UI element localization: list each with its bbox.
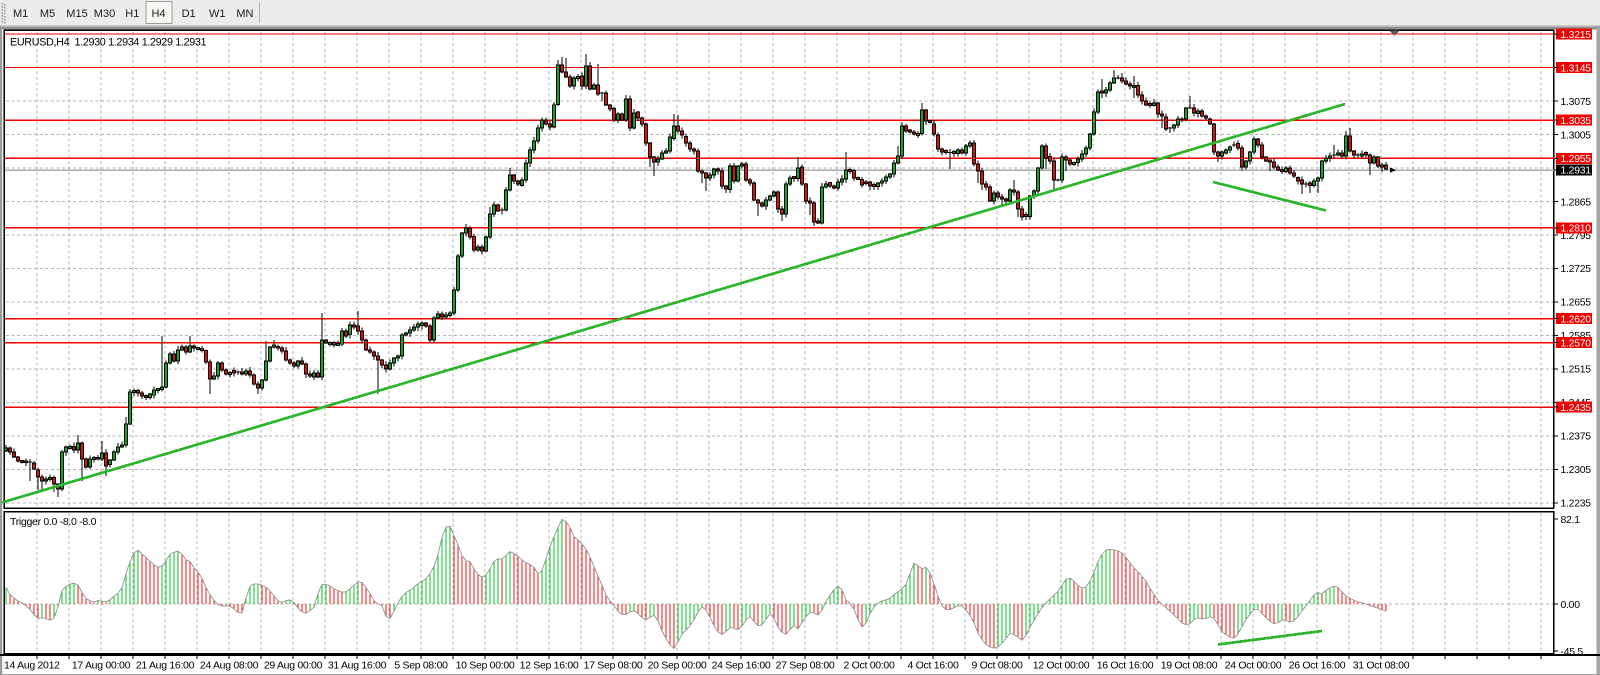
svg-text:9 Oct 08:00: 9 Oct 08:00 — [972, 660, 1023, 672]
svg-text:1.2235: 1.2235 — [1561, 499, 1592, 510]
svg-text:1.2795: 1.2795 — [1561, 231, 1592, 242]
svg-text:1.2865: 1.2865 — [1561, 197, 1592, 208]
svg-text:16 Oct 16:00: 16 Oct 16:00 — [1097, 660, 1154, 672]
svg-text:M30: M30 — [94, 8, 115, 20]
svg-text:1.3215: 1.3215 — [1561, 30, 1592, 41]
svg-text:24 Sep 16:00: 24 Sep 16:00 — [712, 660, 771, 672]
svg-text:17 Sep 08:00: 17 Sep 08:00 — [584, 660, 643, 672]
svg-text:19 Oct 08:00: 19 Oct 08:00 — [1161, 660, 1218, 672]
svg-text:14 Aug 2012: 14 Aug 2012 — [4, 660, 60, 672]
svg-text:W1: W1 — [209, 8, 226, 20]
svg-text:1.3075: 1.3075 — [1561, 97, 1592, 108]
svg-text:1.2620: 1.2620 — [1561, 315, 1592, 326]
svg-text:H4: H4 — [151, 8, 165, 20]
svg-text:2 Oct 00:00: 2 Oct 00:00 — [844, 660, 895, 672]
svg-text:1.2955: 1.2955 — [1561, 154, 1592, 165]
svg-text:1.2435: 1.2435 — [1561, 403, 1592, 414]
svg-text:0.00: 0.00 — [1561, 600, 1581, 611]
svg-text:29 Aug 00:00: 29 Aug 00:00 — [264, 660, 323, 672]
svg-text:Trigger 0.0 -8.0 -8.0: Trigger 0.0 -8.0 -8.0 — [10, 516, 97, 528]
svg-text:1.2931: 1.2931 — [1561, 166, 1592, 177]
svg-text:12 Sep 16:00: 12 Sep 16:00 — [520, 660, 579, 672]
svg-text:1.2725: 1.2725 — [1561, 264, 1592, 275]
svg-text:12 Oct 00:00: 12 Oct 00:00 — [1033, 660, 1090, 672]
svg-text:10 Sep 00:00: 10 Sep 00:00 — [456, 660, 515, 672]
svg-text:26 Oct 16:00: 26 Oct 16:00 — [1289, 660, 1346, 672]
svg-text:20 Sep 00:00: 20 Sep 00:00 — [648, 660, 707, 672]
svg-text:24 Oct 00:00: 24 Oct 00:00 — [1225, 660, 1282, 672]
svg-text:1.3005: 1.3005 — [1561, 130, 1592, 141]
svg-text:1.2515: 1.2515 — [1561, 365, 1592, 376]
svg-text:M15: M15 — [66, 8, 87, 20]
svg-text:31 Aug 16:00: 31 Aug 16:00 — [328, 660, 387, 672]
svg-text:1.3035: 1.3035 — [1561, 116, 1592, 127]
svg-text:MN: MN — [236, 8, 253, 20]
svg-text:M1: M1 — [13, 8, 28, 20]
svg-text:27 Sep 08:00: 27 Sep 08:00 — [776, 660, 835, 672]
svg-text:24 Aug 08:00: 24 Aug 08:00 — [200, 660, 259, 672]
svg-text:1.2305: 1.2305 — [1561, 465, 1592, 476]
svg-text:1.2810: 1.2810 — [1561, 224, 1592, 235]
svg-text:4 Oct 16:00: 4 Oct 16:00 — [908, 660, 959, 672]
svg-text:1.2570: 1.2570 — [1561, 338, 1592, 349]
svg-text:1.2375: 1.2375 — [1561, 432, 1592, 443]
svg-text:82.1: 82.1 — [1561, 515, 1581, 526]
svg-text:5 Sep 08:00: 5 Sep 08:00 — [394, 660, 448, 672]
svg-text:1.2585: 1.2585 — [1561, 331, 1592, 342]
svg-text:1.2655: 1.2655 — [1561, 298, 1592, 309]
svg-text:EURUSD,H4 1.2930 1.2934 1.292: EURUSD,H4 1.2930 1.2934 1.2929 1.2931 — [10, 37, 207, 49]
svg-text:17 Aug 00:00: 17 Aug 00:00 — [72, 660, 131, 672]
svg-text:H1: H1 — [125, 8, 139, 20]
svg-text:-45.5: -45.5 — [1561, 647, 1584, 658]
svg-text:D1: D1 — [182, 8, 196, 20]
svg-text:M5: M5 — [40, 8, 55, 20]
svg-text:21 Aug 16:00: 21 Aug 16:00 — [136, 660, 195, 672]
svg-text:31 Oct 08:00: 31 Oct 08:00 — [1353, 660, 1410, 672]
svg-text:1.3145: 1.3145 — [1561, 63, 1592, 74]
